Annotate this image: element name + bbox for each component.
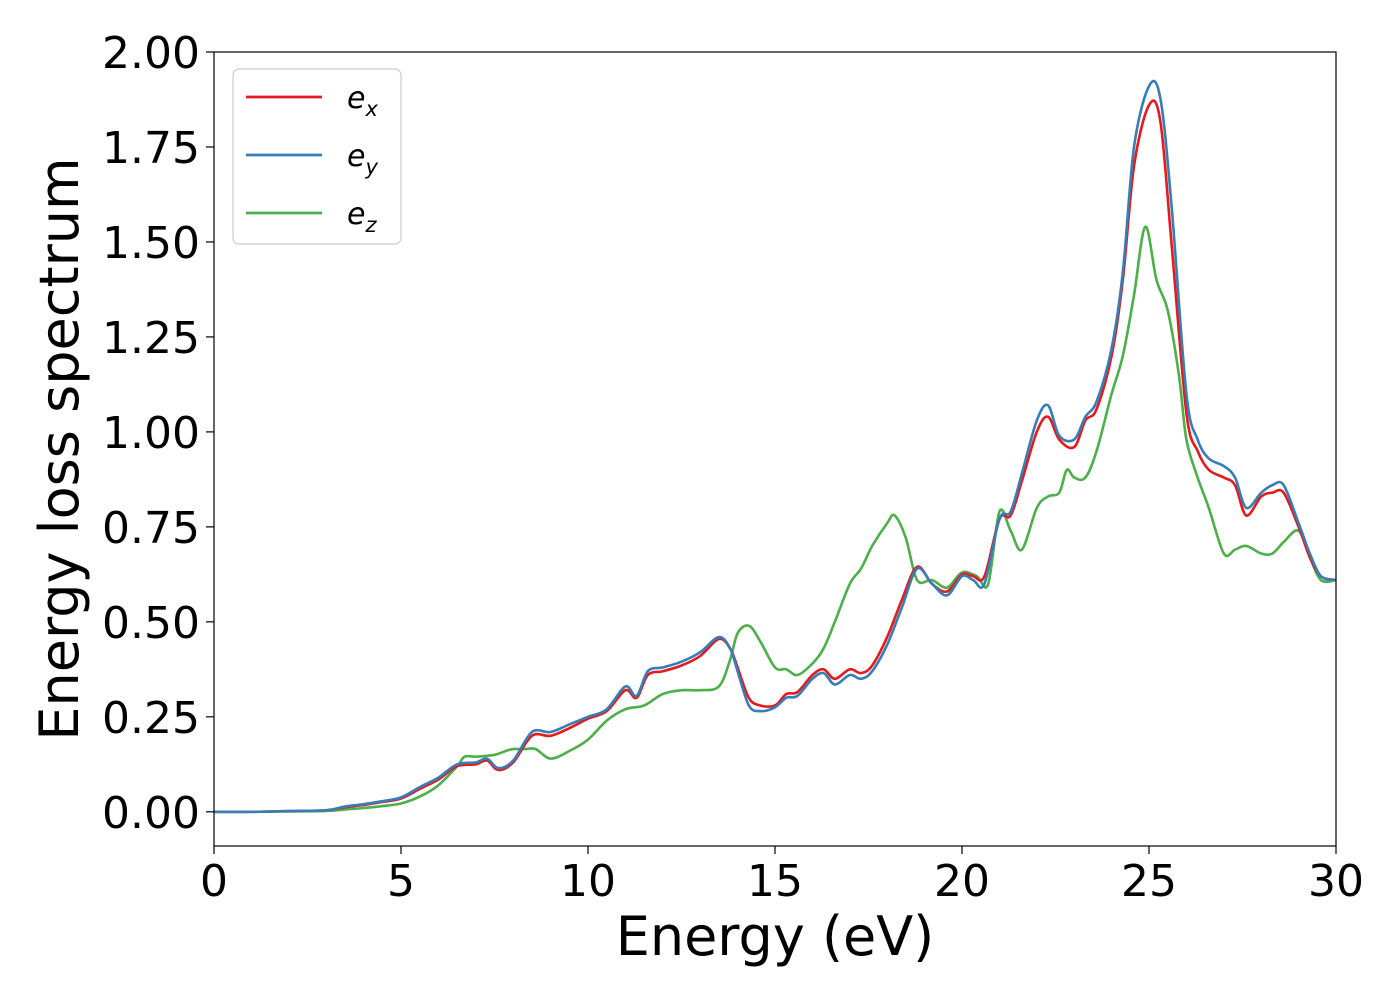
series-lines bbox=[213, 79, 1337, 814]
y-tick-label: 1.50 bbox=[102, 218, 200, 269]
y-tick-label: 0.25 bbox=[102, 693, 200, 744]
x-axis-label: Energy (eV) bbox=[616, 905, 935, 968]
y-tick-label: 1.75 bbox=[102, 123, 200, 174]
y-tick-label: 0.00 bbox=[102, 788, 200, 839]
y-tick-label: 1.25 bbox=[102, 313, 200, 364]
x-tick-label: 20 bbox=[934, 856, 990, 907]
x-tick-label: 10 bbox=[560, 856, 616, 907]
y-tick-label: 2.00 bbox=[102, 28, 200, 79]
x-axis: 0 5 10 15 20 25 30 bbox=[200, 846, 1364, 907]
legend-label-e-y: ey bbox=[347, 139, 378, 179]
y-tick-label: 1.00 bbox=[102, 408, 200, 459]
x-tick-label: 0 bbox=[200, 856, 228, 907]
x-tick-label: 30 bbox=[1308, 856, 1364, 907]
legend-label-e-z: ez bbox=[347, 197, 377, 237]
series-line-e-z bbox=[213, 225, 1337, 814]
y-tick-label: 0.50 bbox=[102, 598, 200, 649]
x-tick-label: 15 bbox=[747, 856, 803, 907]
legend-box bbox=[232, 68, 402, 245]
y-axis: 0.00 0.25 0.50 0.75 1.00 1.25 1.50 1.75 2.00 bbox=[102, 28, 214, 839]
x-tick-label: 5 bbox=[387, 856, 415, 907]
x-tick-label: 25 bbox=[1121, 856, 1177, 907]
series-line-e-x bbox=[213, 99, 1337, 814]
series-line-e-y bbox=[213, 79, 1337, 814]
y-axis-label: Energy loss spectrum bbox=[28, 157, 91, 740]
y-tick-label: 0.75 bbox=[102, 503, 200, 554]
